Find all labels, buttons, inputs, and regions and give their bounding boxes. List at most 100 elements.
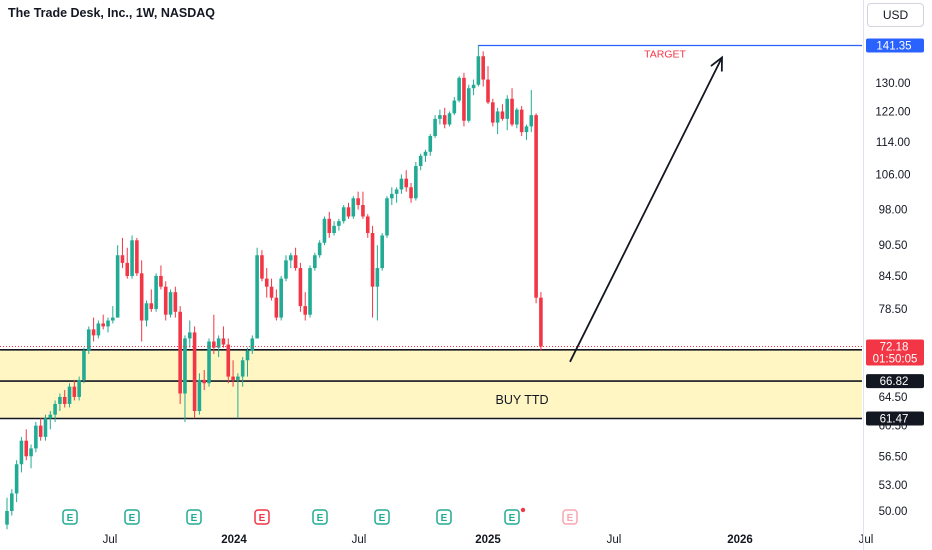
candle-body [226, 344, 231, 377]
candle [308, 265, 312, 318]
candle-body [67, 386, 72, 404]
candle [337, 218, 341, 231]
candle-body [308, 268, 312, 315]
earnings-marker: E [374, 509, 390, 525]
candle [442, 107, 447, 129]
candle [43, 414, 48, 441]
candle [216, 335, 221, 358]
earnings-badge [562, 509, 578, 525]
earnings-badge [312, 509, 328, 525]
candle-body [500, 111, 505, 119]
candle [130, 235, 134, 279]
candle [139, 260, 144, 342]
level-price-tag-box [866, 374, 924, 389]
candle [288, 252, 293, 269]
candle-body [245, 350, 250, 361]
candle [462, 72, 466, 127]
annotation-layer: TARGET BUY TTD [0, 44, 862, 407]
candle [519, 105, 524, 136]
candle-body [414, 166, 418, 199]
candle-body [135, 240, 139, 274]
candle-body [154, 275, 158, 309]
candle [202, 369, 207, 391]
earnings-marker: E [254, 509, 270, 525]
earnings-letter: E [379, 513, 386, 524]
candle [14, 460, 19, 503]
candle-body [58, 396, 62, 404]
candle [313, 252, 317, 271]
candle-body [476, 56, 481, 85]
candle-body [197, 379, 202, 412]
candle [539, 292, 543, 351]
candle [187, 320, 192, 348]
candle-body [29, 448, 33, 457]
candle [255, 247, 259, 339]
candle-body [149, 303, 154, 309]
candle [245, 347, 250, 377]
candle [356, 191, 360, 210]
candle [159, 265, 163, 290]
candle-body [399, 178, 404, 190]
candle [82, 347, 86, 384]
candle [135, 237, 139, 276]
candle-body [125, 262, 130, 276]
last-price-tag-value: 72.18 [880, 342, 909, 354]
candle [226, 338, 231, 384]
candle-body [255, 255, 259, 339]
level-price-tag: 66.82 [866, 374, 924, 389]
candle-body [163, 286, 168, 315]
candle [67, 383, 72, 408]
earnings-badge [436, 509, 452, 525]
candle [115, 245, 120, 318]
earnings-letter: E [129, 513, 136, 524]
candle [375, 245, 380, 321]
earnings-marker: E [562, 509, 578, 525]
candle-body [236, 376, 240, 380]
candle [29, 444, 33, 469]
earnings-marker: E [124, 509, 140, 525]
candle [38, 418, 43, 441]
candle-body [303, 306, 308, 315]
candle-body [77, 379, 81, 397]
candle-body [515, 109, 519, 125]
earnings-marker: E [436, 509, 452, 525]
candle-body [510, 98, 514, 125]
candle-body [173, 292, 178, 312]
candle-body [404, 178, 409, 188]
candle [183, 335, 187, 422]
candle-body [130, 240, 134, 276]
candle [149, 289, 154, 312]
candle [414, 161, 418, 201]
candle-body [207, 341, 211, 384]
candle-body [192, 332, 197, 412]
candle-body [390, 193, 394, 199]
candle [370, 225, 375, 318]
candle-body [34, 425, 38, 449]
candle-body [178, 311, 182, 394]
earnings-letter: E [191, 513, 198, 524]
candle [351, 196, 356, 219]
candle-body [385, 198, 389, 236]
candle-body [337, 221, 341, 226]
earnings-marker: E [62, 509, 78, 525]
candle-body [519, 109, 524, 133]
currency-selector[interactable]: USD [867, 3, 924, 27]
candle [505, 95, 510, 131]
candle-body [486, 79, 490, 103]
level-price-tag-value: 61.47 [880, 413, 909, 425]
earnings-badge [62, 509, 78, 525]
x-tick-label: 2024 [221, 534, 247, 546]
x-tick-label: Jul [103, 534, 118, 546]
earnings-badge [124, 509, 140, 525]
y-tick-label: 114.00 [876, 137, 910, 149]
candle-body [101, 323, 105, 327]
buy-zone-label: BUY TTD [495, 393, 548, 407]
earnings-badge [374, 509, 390, 525]
candle-body [481, 56, 485, 80]
candle-body [351, 198, 356, 217]
candle [163, 281, 168, 321]
candle-body [260, 255, 264, 279]
candle-body [159, 275, 163, 287]
candle-body [168, 292, 173, 315]
